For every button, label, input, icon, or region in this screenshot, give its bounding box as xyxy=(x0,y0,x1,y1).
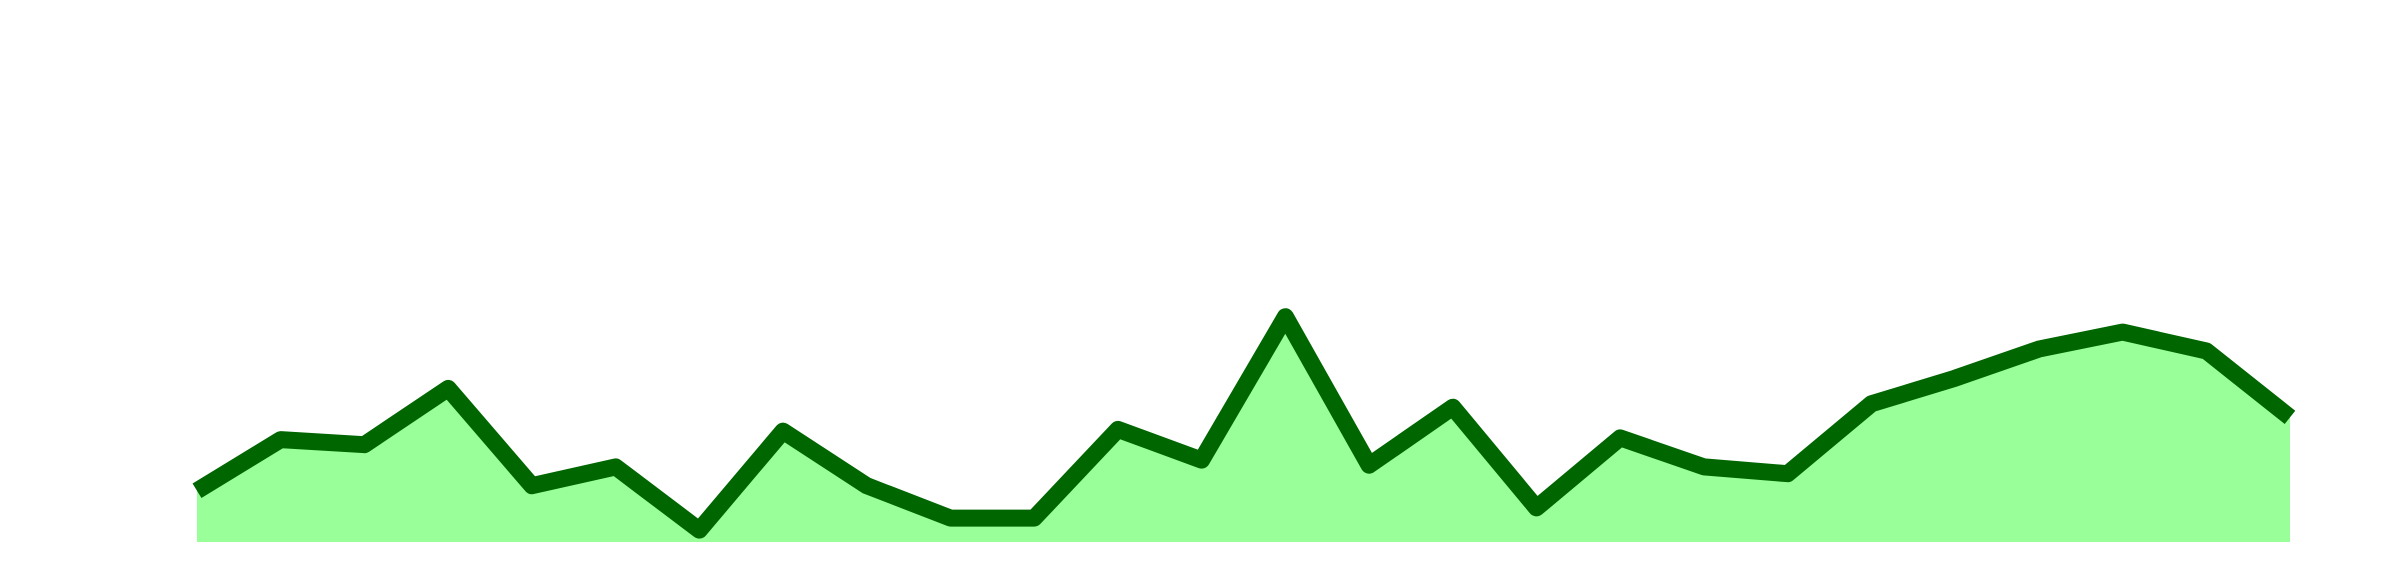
area-fill-0 xyxy=(197,316,2290,542)
series-line-0 xyxy=(192,308,2296,539)
plot-area xyxy=(192,308,2296,542)
